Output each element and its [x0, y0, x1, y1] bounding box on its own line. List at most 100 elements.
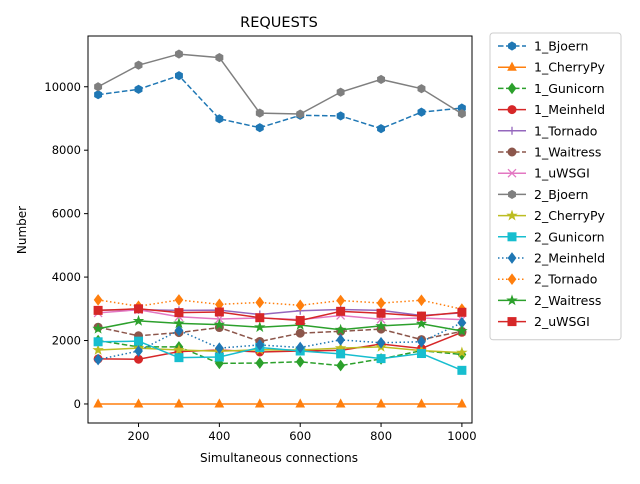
data-point-2_Waitress-100 — [92, 322, 104, 334]
data-point-1_Bjoern-900 — [417, 107, 426, 117]
data-point-2_Meinheld-500 — [255, 339, 265, 351]
legend-marker-2_Meinheld — [507, 252, 517, 264]
axes-frame — [87, 35, 473, 424]
y-tick-label-0: 0 — [74, 397, 81, 411]
data-point-2_Tornado-800 — [376, 297, 386, 309]
legend-entry-2_Tornado[interactable]: 2_Tornado — [498, 272, 597, 287]
data-point-1_Bjoern-700 — [336, 111, 345, 121]
data-point-2_Tornado-600 — [295, 299, 305, 312]
data-point-2_Bjoern-500 — [255, 108, 264, 118]
y-tick-label-2000: 2000 — [52, 334, 81, 348]
series-2_Meinheld — [93, 316, 467, 366]
legend-entry-1_Gunicorn[interactable]: 1_Gunicorn — [498, 81, 605, 96]
series-1_CherryPy — [93, 398, 467, 408]
y-tick-label-6000: 6000 — [52, 207, 81, 221]
series-2_Bjoern — [94, 49, 466, 119]
data-point-2_CherryPy-1000 — [456, 346, 468, 358]
legend-entry-1_Bjoern[interactable]: 1_Bjoern — [498, 39, 588, 54]
legend-marker-1_uWSGI — [507, 168, 517, 178]
series-line-2_Waitress — [97, 320, 463, 332]
x-tick-label-800: 800 — [370, 429, 392, 443]
data-point-2_uWSGI-400 — [214, 307, 224, 317]
data-point-2_Waitress-800 — [375, 319, 387, 331]
chart-title: REQUESTS — [240, 15, 318, 31]
data-point-1_Gunicorn-700 — [336, 359, 346, 372]
data-point-2_Gunicorn-1000 — [457, 365, 467, 375]
data-point-2_Waitress-200 — [132, 314, 145, 326]
data-point-2_Bjoern-800 — [377, 74, 386, 85]
data-point-2_CherryPy-100 — [92, 344, 104, 355]
data-point-2_Meinheld-900 — [417, 335, 426, 348]
data-point-1_Bjoern-800 — [377, 124, 386, 134]
legend-entry-1_Tornado[interactable]: 1_Tornado — [498, 123, 597, 138]
legend-label-1_Gunicorn: 1_Gunicorn — [534, 81, 605, 96]
legend-entry-2_Meinheld[interactable]: 2_Meinheld — [498, 251, 605, 266]
data-point-1_Bjoern-100 — [94, 90, 103, 100]
series-line-2_Gunicorn — [98, 340, 463, 372]
data-point-2_Gunicorn-700 — [336, 349, 346, 359]
data-point-2_Tornado-300 — [174, 294, 184, 306]
series-line-1_Bjoern — [98, 74, 462, 130]
data-point-2_uWSGI-200 — [134, 304, 144, 314]
legend-label-1_CherryPy: 1_CherryPy — [534, 60, 606, 75]
legend-entry-2_Gunicorn[interactable]: 2_Gunicorn — [498, 229, 605, 244]
x-tick-label-1000: 1000 — [447, 429, 476, 443]
data-point-2_Bjoern-700 — [336, 87, 345, 97]
data-point-2_Waitress-500 — [254, 321, 266, 333]
data-point-2_Tornado-700 — [336, 294, 346, 307]
legend-label-1_Waitress: 1_Waitress — [534, 145, 601, 160]
y-tick-label-4000: 4000 — [52, 270, 81, 284]
legend-marker-2_Tornado — [507, 273, 517, 286]
data-point-2_uWSGI-800 — [376, 308, 386, 318]
legend-entry-2_Bjoern[interactable]: 2_Bjoern — [498, 187, 588, 202]
y-tick-label-10000: 10000 — [44, 80, 81, 94]
plot-area — [92, 49, 468, 408]
legend-entry-1_uWSGI[interactable]: 1_uWSGI — [498, 166, 590, 181]
data-point-1_CherryPy-200 — [133, 398, 144, 408]
data-point-2_Meinheld-600 — [295, 341, 305, 354]
data-point-1_Gunicorn-600 — [295, 355, 305, 368]
series-line-2_uWSGI — [98, 308, 462, 322]
data-point-2_Bjoern-900 — [417, 84, 426, 94]
series-line-1_Waitress — [97, 326, 463, 343]
legend-entry-1_Meinheld[interactable]: 1_Meinheld — [498, 102, 605, 117]
data-point-2_CherryPy-300 — [173, 344, 185, 355]
legend-marker-1_Waitress — [507, 147, 517, 157]
data-point-2_Bjoern-100 — [94, 82, 103, 92]
legend-entry-2_CherryPy[interactable]: 2_CherryPy — [498, 208, 606, 223]
legend-entry-2_uWSGI[interactable]: 2_uWSGI — [498, 314, 590, 329]
data-point-1_CherryPy-700 — [335, 398, 346, 408]
data-point-1_CherryPy-600 — [295, 398, 306, 408]
data-point-2_Gunicorn-100 — [93, 337, 103, 347]
data-point-1_CherryPy-100 — [93, 398, 103, 408]
series-line-1_Gunicorn — [97, 339, 462, 367]
legend-label-2_CherryPy: 2_CherryPy — [534, 208, 606, 223]
legend-entry-2_Waitress[interactable]: 2_Waitress — [498, 293, 601, 308]
legend-marker-1_Tornado — [508, 126, 516, 135]
data-point-2_uWSGI-900 — [416, 311, 426, 321]
legend-label-2_Meinheld: 2_Meinheld — [534, 251, 605, 266]
data-point-2_Gunicorn-800 — [376, 354, 386, 364]
data-point-1_CherryPy-500 — [254, 398, 265, 408]
series-2_uWSGI — [93, 304, 467, 326]
legend-entry-1_Waitress[interactable]: 1_Waitress — [498, 145, 601, 160]
data-point-2_Gunicorn-300 — [174, 353, 184, 363]
data-point-2_Meinheld-100 — [93, 353, 103, 366]
data-point-1_CherryPy-300 — [174, 398, 184, 408]
legend-label-2_Gunicorn: 2_Gunicorn — [534, 229, 605, 244]
data-point-2_Tornado-100 — [93, 294, 103, 306]
series-line-2_Bjoern — [97, 53, 463, 115]
y-tick-label-8000: 8000 — [52, 143, 81, 157]
data-point-2_uWSGI-1000 — [457, 307, 467, 317]
data-point-2_uWSGI-600 — [295, 316, 305, 326]
data-point-2_Waitress-400 — [213, 318, 226, 330]
legend-marker-2_Gunicorn — [507, 232, 517, 242]
data-point-2_uWSGI-100 — [93, 305, 103, 315]
legend[interactable]: 1_Bjoern 1_CherryPy 1_Gunicorn 1_Meinheld 1_… — [489, 32, 622, 341]
legend-entry-1_CherryPy[interactable]: 1_CherryPy — [498, 60, 606, 75]
y-axis-label: Number — [15, 206, 29, 254]
series-line-2_Meinheld — [97, 322, 463, 361]
data-point-1_Bjoern-500 — [255, 123, 264, 133]
